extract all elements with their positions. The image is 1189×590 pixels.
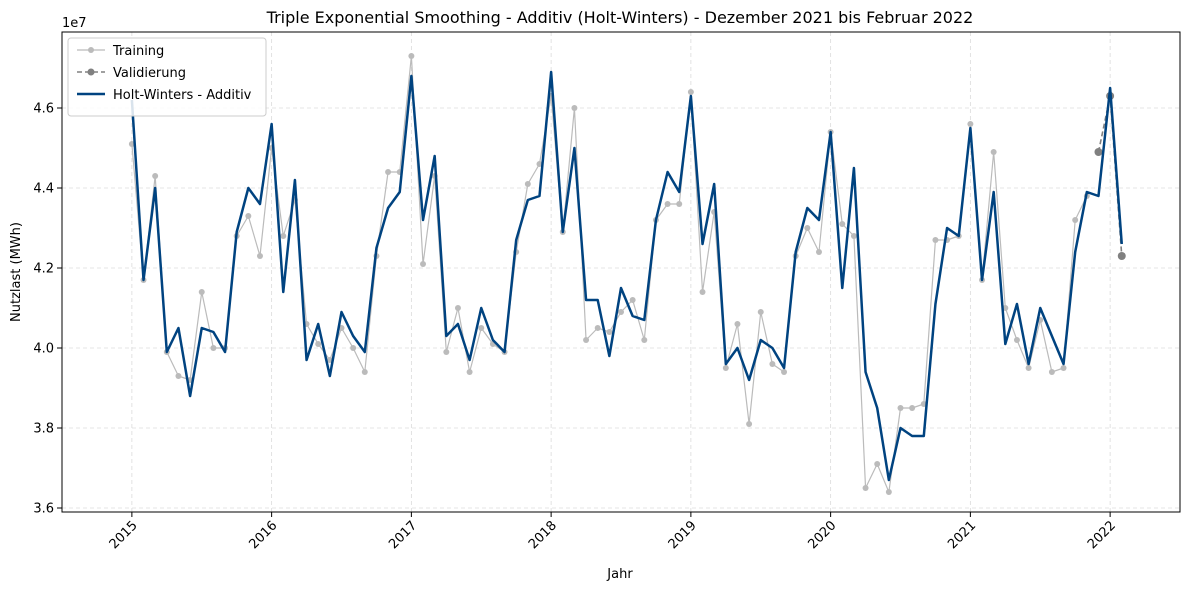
data-point-training xyxy=(478,325,485,331)
y-scale-label: 1e7 xyxy=(62,16,87,31)
data-point-training xyxy=(466,369,473,375)
data-point-training xyxy=(606,329,613,335)
x-axis-label: Jahr xyxy=(606,567,633,582)
data-point-training xyxy=(804,225,811,231)
data-point-training xyxy=(1013,337,1020,343)
data-point-training xyxy=(1025,365,1032,371)
data-point-training xyxy=(245,213,252,219)
data-point-training xyxy=(536,161,543,167)
data-point-training xyxy=(198,289,205,295)
data-point-training xyxy=(734,321,741,327)
data-point-training xyxy=(850,233,857,239)
data-point-training xyxy=(699,289,706,295)
y-tick-label: 4.6 xyxy=(33,102,54,117)
data-point-training xyxy=(280,233,287,239)
legend: Training Validierung Holt-Winters - Addi… xyxy=(67,37,267,117)
data-point-training xyxy=(583,337,590,343)
data-point-training xyxy=(909,405,916,411)
legend-label-training: Training xyxy=(112,44,164,59)
legend-label-holt-winters: Holt-Winters - Additiv xyxy=(113,88,252,103)
data-point-training xyxy=(408,53,415,59)
data-point-training xyxy=(897,405,904,411)
data-point-training xyxy=(664,201,671,207)
legend-box xyxy=(67,37,267,117)
data-point-training xyxy=(210,345,217,351)
data-point-training xyxy=(781,369,788,375)
data-point-training xyxy=(839,221,846,227)
data-point-training xyxy=(629,297,636,303)
data-point-validierung xyxy=(1094,148,1103,156)
legend-marker-training xyxy=(88,47,94,53)
data-point-training xyxy=(687,89,694,95)
y-axis-label: Nutzlast (MWh) xyxy=(9,222,24,322)
data-point-training xyxy=(594,325,601,331)
data-point-training xyxy=(757,309,764,315)
data-point-training xyxy=(385,169,392,175)
data-point-training xyxy=(618,309,624,315)
data-point-training xyxy=(454,305,461,311)
plot-series xyxy=(128,53,1126,495)
data-point-training xyxy=(571,105,578,111)
data-point-training xyxy=(815,249,822,255)
data-point-training xyxy=(443,349,450,355)
legend-label-validierung: Validierung xyxy=(113,66,186,81)
y-tick-label: 3.8 xyxy=(33,422,54,437)
data-point-training xyxy=(256,253,263,259)
y-axis-ticks: 3.6 3.8 4.0 4.2 4.4 4.6 xyxy=(33,102,62,517)
y-tick-label: 3.6 xyxy=(33,502,54,517)
data-point-training xyxy=(1072,217,1079,223)
data-point-training xyxy=(862,485,869,491)
data-point-validierung xyxy=(1117,252,1126,260)
series-line-holt-winters-additiv xyxy=(130,70,1124,482)
data-point-training xyxy=(967,121,974,127)
data-point-training xyxy=(722,365,729,371)
data-point-training xyxy=(641,337,648,343)
data-point-training xyxy=(361,369,368,375)
y-tick-label: 4.4 xyxy=(33,182,54,197)
data-point-training xyxy=(769,361,776,367)
data-point-training xyxy=(152,173,159,179)
data-point-training xyxy=(315,341,322,347)
grid xyxy=(62,32,1180,512)
data-point-training xyxy=(420,261,427,267)
data-point-training xyxy=(350,345,357,351)
data-point-training xyxy=(1060,365,1067,371)
data-point-training xyxy=(175,373,182,379)
y-tick-label: 4.0 xyxy=(33,342,54,357)
data-point-training xyxy=(885,489,892,495)
legend-marker-validierung xyxy=(87,68,95,76)
data-point-training xyxy=(524,181,531,187)
data-point-training xyxy=(990,149,997,155)
data-point-training xyxy=(128,141,135,147)
data-point-training xyxy=(874,461,881,467)
data-point-training xyxy=(932,237,939,243)
data-point-training xyxy=(676,201,683,207)
data-point-training xyxy=(1048,369,1055,375)
data-point-training xyxy=(746,421,753,427)
plot-frame xyxy=(61,31,1181,513)
chart-title: Triple Exponential Smoothing - Additiv (… xyxy=(266,8,974,27)
y-tick-label: 4.2 xyxy=(33,262,54,277)
